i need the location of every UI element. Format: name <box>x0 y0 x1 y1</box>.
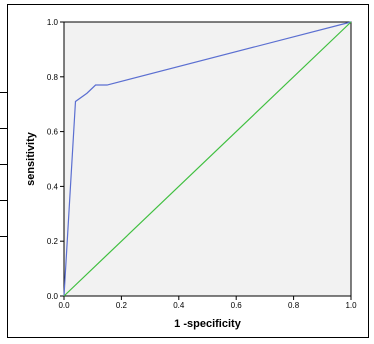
y-tick-label: 0.4 <box>47 182 59 191</box>
x-axis-label: 1 -specificity <box>174 318 242 330</box>
y-tick-label: 0.0 <box>47 292 59 301</box>
y-tick-label: 0.6 <box>47 128 59 137</box>
y-axis-label: sensitivity <box>25 131 37 186</box>
y-tick-label: 0.8 <box>47 73 59 82</box>
roc-chart: 0.0 0.2 0.4 0.6 0.8 1.0 0.0 0.2 0.4 0.6 0.8 1.0 1 … <box>25 18 357 330</box>
x-tick-label: 0.0 <box>58 301 70 310</box>
y-axis-ticks: 0.0 0.2 0.4 0.6 0.8 1.0 <box>47 18 64 301</box>
reference-diagonal-line <box>63 21 352 297</box>
roc-curve-line <box>63 21 352 297</box>
x-tick-label: 1.0 <box>345 301 357 310</box>
chart-frame: 0.0 0.2 0.4 0.6 0.8 1.0 0.0 0.2 0.4 0.6 0.8 1.0 1 … <box>7 4 369 338</box>
y-tick-label: 1.0 <box>47 18 59 27</box>
left-edge-tick <box>0 164 7 165</box>
left-edge-tick <box>0 128 7 129</box>
x-tick-label: 0.4 <box>173 301 185 310</box>
x-tick-label: 0.6 <box>231 301 243 310</box>
x-tick-label: 0.8 <box>288 301 300 310</box>
left-edge-tick <box>0 92 7 93</box>
series-layer <box>63 21 352 297</box>
x-tick-label: 0.2 <box>116 301 128 310</box>
left-edge-tick <box>0 200 7 201</box>
x-axis-ticks: 0.0 0.2 0.4 0.6 0.8 1.0 <box>58 296 357 310</box>
left-edge-tick <box>0 236 7 237</box>
y-tick-label: 0.2 <box>47 237 59 246</box>
